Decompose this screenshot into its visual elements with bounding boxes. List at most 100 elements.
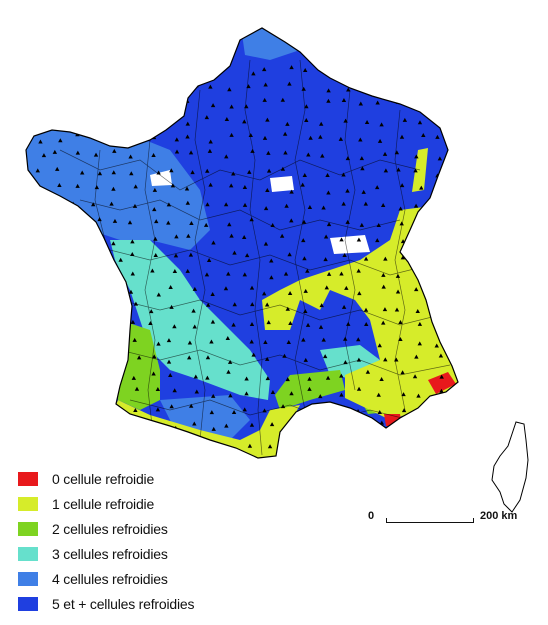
- station-marker: [185, 268, 190, 273]
- station-marker: [377, 138, 383, 143]
- station-marker: [305, 322, 311, 327]
- station-marker: [127, 220, 133, 225]
- station-marker: [113, 120, 118, 125]
- station-marker: [399, 134, 405, 139]
- station-marker: [284, 203, 289, 208]
- station-marker: [185, 134, 190, 139]
- station-marker: [174, 234, 179, 239]
- station-marker: [168, 373, 173, 378]
- station-marker: [225, 335, 230, 340]
- station-marker: [130, 319, 136, 324]
- station-marker: [75, 67, 80, 72]
- station-marker: [341, 172, 346, 177]
- station-marker: [249, 285, 255, 290]
- station-marker: [168, 285, 173, 290]
- station-marker: [174, 149, 180, 154]
- station-marker: [358, 101, 363, 106]
- station-marker: [226, 271, 231, 276]
- station-marker: [90, 70, 95, 75]
- station-marker: [166, 220, 171, 225]
- station-marker: [192, 421, 197, 426]
- station-marker: [324, 285, 329, 290]
- station-marker: [364, 422, 370, 427]
- station-marker: [376, 222, 381, 227]
- station-marker: [156, 170, 161, 175]
- station-marker: [51, 427, 57, 432]
- station-marker: [414, 354, 419, 359]
- station-marker: [115, 358, 120, 363]
- station-marker: [402, 117, 408, 122]
- station-marker: [35, 439, 40, 444]
- station-marker: [339, 237, 344, 242]
- station-marker: [60, 411, 66, 416]
- station-marker: [172, 324, 177, 329]
- station-marker: [417, 341, 422, 346]
- station-marker: [185, 121, 190, 126]
- station-marker: [205, 302, 211, 307]
- station-marker: [342, 336, 348, 341]
- station-marker: [232, 250, 237, 255]
- station-marker: [359, 156, 365, 161]
- station-marker: [39, 250, 45, 255]
- station-marker: [132, 203, 138, 208]
- station-marker: [417, 321, 423, 326]
- station-marker: [99, 136, 104, 141]
- station-marker: [112, 303, 118, 308]
- station-marker: [283, 150, 288, 155]
- station-marker: [118, 284, 123, 289]
- station-marker: [399, 221, 404, 226]
- station-marker: [307, 204, 313, 209]
- station-marker: [168, 117, 173, 122]
- station-marker: [244, 253, 250, 258]
- station-marker: [224, 117, 230, 122]
- legend-item-zone-1: 1 cellule refroidie: [18, 491, 248, 516]
- station-marker: [113, 104, 118, 109]
- station-marker: [156, 341, 161, 346]
- station-marker: [90, 359, 95, 364]
- station-marker: [356, 237, 362, 242]
- legend-swatch-zone-2: [18, 521, 38, 536]
- station-marker: [193, 374, 199, 379]
- station-marker: [287, 252, 292, 257]
- station-marker: [57, 183, 62, 188]
- station-marker: [415, 309, 420, 314]
- scale-end-label: 200 km: [480, 510, 518, 522]
- station-marker: [320, 153, 325, 158]
- station-marker: [147, 439, 153, 444]
- corsica-outline: [491, 421, 529, 513]
- station-marker: [265, 187, 270, 192]
- station-marker: [128, 154, 133, 159]
- station-marker: [398, 441, 403, 446]
- station-marker: [441, 251, 447, 256]
- station-marker: [173, 253, 179, 258]
- station-marker: [439, 121, 445, 126]
- station-marker: [382, 151, 388, 156]
- station-marker: [95, 321, 100, 326]
- station-marker: [326, 271, 332, 276]
- station-marker: [413, 287, 419, 292]
- station-marker: [326, 88, 331, 93]
- station-marker: [112, 148, 117, 153]
- station-marker: [60, 439, 65, 444]
- station-marker: [262, 67, 267, 72]
- station-marker: [38, 305, 43, 310]
- station-marker: [248, 132, 253, 137]
- station-marker: [75, 370, 80, 375]
- station-marker: [250, 148, 255, 153]
- station-marker: [304, 117, 309, 122]
- station-marker: [37, 68, 43, 73]
- zone-1-region-pyrenees: [110, 400, 300, 458]
- station-marker: [289, 391, 294, 396]
- station-marker: [356, 386, 362, 391]
- station-marker: [205, 168, 210, 173]
- station-marker: [203, 222, 209, 227]
- station-marker: [150, 268, 155, 273]
- station-marker: [433, 438, 439, 443]
- station-marker: [436, 410, 442, 415]
- station-marker: [289, 426, 294, 431]
- station-marker: [346, 440, 351, 445]
- station-marker: [282, 353, 287, 358]
- station-marker: [80, 170, 85, 175]
- station-marker: [270, 390, 276, 395]
- station-marker: [413, 203, 419, 208]
